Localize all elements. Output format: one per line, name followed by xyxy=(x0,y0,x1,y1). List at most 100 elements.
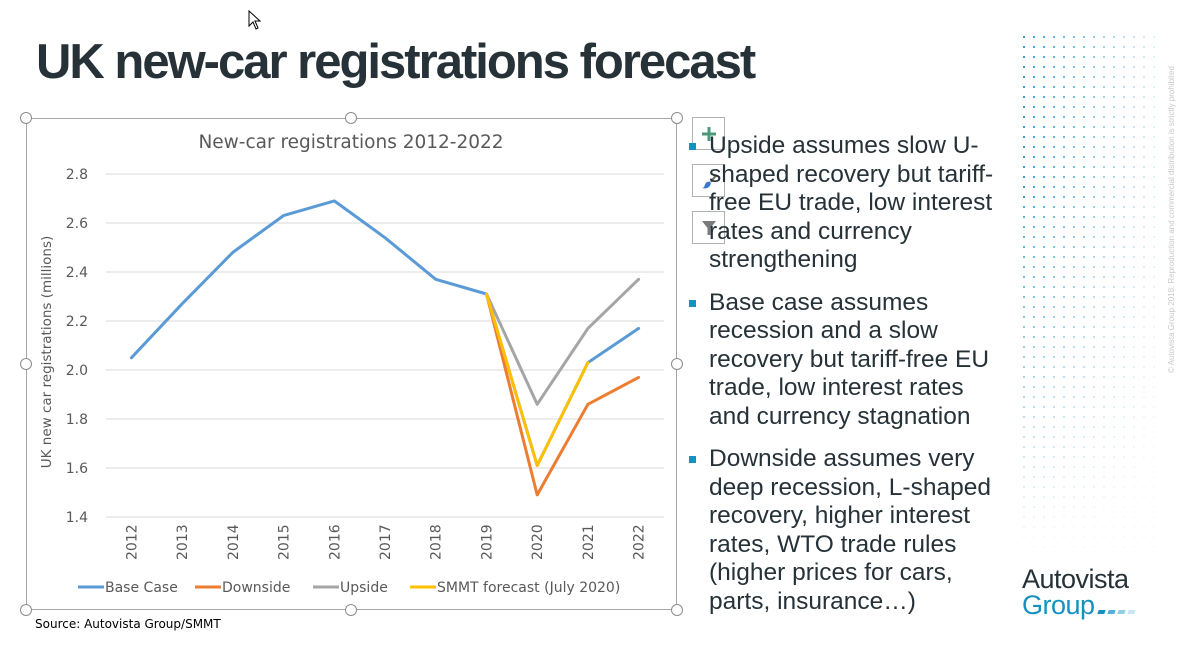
decorative-dot xyxy=(1073,256,1075,258)
decorative-dot xyxy=(1053,416,1055,418)
logo-text-autovista: Autovista xyxy=(1022,564,1129,594)
decorative-dot xyxy=(1113,276,1115,278)
decorative-dot xyxy=(1053,176,1055,178)
decorative-dot xyxy=(1063,126,1065,128)
decorative-dot xyxy=(1083,46,1085,48)
decorative-dot xyxy=(1063,356,1065,358)
chart-elements-button[interactable] xyxy=(692,117,725,150)
bullet-list: Upside assumes slow U- shaped recovery b… xyxy=(688,132,1023,630)
resize-handle-top-left[interactable] xyxy=(20,112,32,124)
decorative-dot xyxy=(1093,526,1095,528)
decorative-dot xyxy=(1133,356,1135,358)
decorative-dot xyxy=(1123,56,1125,58)
decorative-dot xyxy=(1073,266,1075,268)
decorative-dot xyxy=(1113,46,1115,48)
decorative-dot xyxy=(1103,186,1105,188)
decorative-dot xyxy=(1103,96,1105,98)
decorative-dot xyxy=(1083,246,1085,248)
decorative-dot xyxy=(1093,496,1095,498)
logo-dashes xyxy=(1096,610,1136,614)
decorative-dot xyxy=(1093,536,1095,538)
decorative-dot xyxy=(1123,156,1125,158)
chart-styles-button[interactable] xyxy=(692,164,725,197)
decorative-dot xyxy=(1153,516,1155,518)
decorative-dot xyxy=(1123,76,1125,78)
decorative-dot xyxy=(1023,296,1025,298)
decorative-dot xyxy=(1103,256,1105,258)
decorative-dot xyxy=(1093,466,1095,468)
decorative-dot xyxy=(1143,336,1145,338)
decorative-dot xyxy=(1023,176,1025,178)
decorative-dot xyxy=(1093,206,1095,208)
decorative-dot xyxy=(1053,496,1055,498)
resize-handle-top[interactable] xyxy=(345,112,357,124)
decorative-dot xyxy=(1043,486,1045,488)
decorative-dot xyxy=(1083,116,1085,118)
decorative-dot xyxy=(1143,146,1145,148)
bullet-line: (higher prices for cars, xyxy=(709,559,953,586)
decorative-dot xyxy=(1133,186,1135,188)
decorative-dot xyxy=(1143,226,1145,228)
resize-handle-right[interactable] xyxy=(671,358,683,370)
decorative-dot xyxy=(1073,436,1075,438)
decorative-dot xyxy=(1113,116,1115,118)
decorative-dot xyxy=(1133,136,1135,138)
decorative-dot xyxy=(1073,286,1075,288)
decorative-dot xyxy=(1053,206,1055,208)
decorative-dot xyxy=(1123,36,1125,38)
resize-handle-bottom-right[interactable] xyxy=(671,604,683,616)
decorative-dot xyxy=(1093,376,1095,378)
chart-selection-frame[interactable] xyxy=(26,118,677,610)
decorative-dot xyxy=(1113,346,1115,348)
decorative-dot xyxy=(1143,466,1145,468)
decorative-dot xyxy=(1083,256,1085,258)
decorative-dot xyxy=(1103,276,1105,278)
decorative-dot xyxy=(1073,156,1075,158)
decorative-dot xyxy=(1153,266,1155,268)
decorative-dot xyxy=(1023,66,1025,68)
resize-handle-top-right[interactable] xyxy=(671,112,683,124)
decorative-dot xyxy=(1043,186,1045,188)
decorative-dot xyxy=(1023,76,1025,78)
decorative-dot xyxy=(1053,546,1055,548)
resize-handle-bottom[interactable] xyxy=(345,604,357,616)
decorative-dot xyxy=(1083,146,1085,148)
decorative-dot xyxy=(1103,466,1105,468)
decorative-dot xyxy=(1123,206,1125,208)
resize-handle-left[interactable] xyxy=(20,358,32,370)
logo-dash xyxy=(1106,610,1116,614)
decorative-dot xyxy=(1103,486,1105,488)
bullet-line: rates, WTO trade rules xyxy=(709,530,957,558)
decorative-dot xyxy=(1083,546,1085,548)
decorative-dot xyxy=(1093,316,1095,318)
decorative-dot xyxy=(1133,166,1135,168)
bullet-upside: Upside assumes slow U- shaped recovery b… xyxy=(688,132,1023,275)
decorative-dot xyxy=(1043,396,1045,398)
decorative-dot xyxy=(1063,246,1065,248)
resize-handle-bottom-left[interactable] xyxy=(20,604,32,616)
decorative-dot xyxy=(1123,366,1125,368)
decorative-dot xyxy=(1083,466,1085,468)
decorative-dot xyxy=(1083,326,1085,328)
decorative-dot xyxy=(1143,136,1145,138)
decorative-dot xyxy=(1113,36,1115,38)
chart-filters-button[interactable] xyxy=(692,211,725,244)
bullet-line: trade, low interest rates xyxy=(709,374,964,401)
decorative-dot xyxy=(1143,416,1145,418)
decorative-dot xyxy=(1093,66,1095,68)
decorative-dot xyxy=(1043,526,1045,528)
decorative-dot xyxy=(1103,76,1105,78)
bullet-line: parts, insurance…) xyxy=(709,587,916,615)
decorative-dot xyxy=(1093,136,1095,138)
decorative-dot xyxy=(1143,96,1145,98)
autovista-group-logo: Autovista Group xyxy=(1022,564,1136,619)
decorative-dot xyxy=(1073,316,1075,318)
decorative-dot xyxy=(1033,166,1035,168)
decorative-dot xyxy=(1143,506,1145,508)
paintbrush-icon xyxy=(701,173,717,188)
decorative-dot xyxy=(1073,466,1075,468)
decorative-dot xyxy=(1053,146,1055,148)
decorative-dot xyxy=(1123,166,1125,168)
decorative-dot xyxy=(1093,306,1095,308)
decorative-dot xyxy=(1073,456,1075,458)
